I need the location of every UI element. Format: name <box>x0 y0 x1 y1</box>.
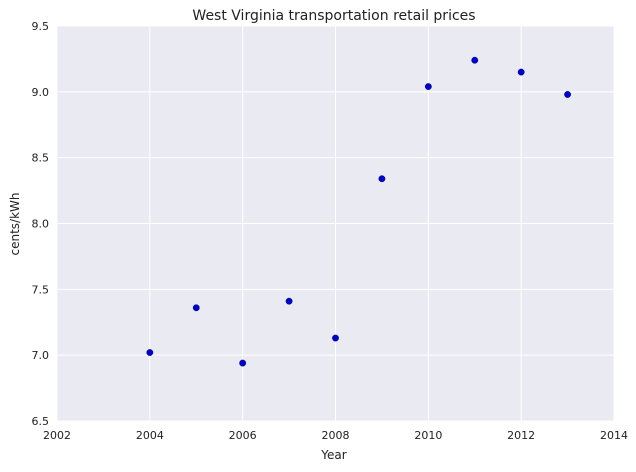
data-point <box>378 175 386 183</box>
y-tick-label: 9.0 <box>32 86 50 99</box>
data-point <box>564 91 571 98</box>
data-point <box>332 334 339 342</box>
x-tick-label: 2008 <box>322 429 350 442</box>
x-tick-label: 2006 <box>229 429 257 442</box>
y-tick-label: 7.5 <box>32 283 50 296</box>
x-axis-label: Year <box>320 448 346 462</box>
x-tick-label: 2012 <box>507 429 535 442</box>
x-tick-label: 2004 <box>136 429 164 442</box>
data-point <box>239 359 247 367</box>
y-tick-label: 9.5 <box>32 20 50 33</box>
x-tick-label: 2014 <box>600 429 628 442</box>
data-point <box>285 297 293 305</box>
y-tick-label: 8.5 <box>32 152 50 165</box>
y-tick-label: 7.0 <box>32 349 50 362</box>
x-tick-label: 2010 <box>414 429 442 442</box>
y-tick-labels: 6.5 7.0 7.5 8.0 8.5 9.0 9.5 <box>32 20 50 428</box>
y-tick-label: 8.0 <box>32 218 50 231</box>
y-tick-label: 6.5 <box>32 415 50 428</box>
x-tick-label: 2002 <box>43 429 71 442</box>
data-point <box>192 304 200 312</box>
data-points <box>146 56 571 367</box>
chart-title: West Virginia transportation retail pric… <box>192 8 475 24</box>
y-axis-label: cents/kWh <box>8 192 22 255</box>
data-point <box>517 68 525 76</box>
x-tick-labels: 2002 2004 2006 2008 2010 2012 2014 <box>43 429 628 442</box>
data-point <box>146 349 154 356</box>
data-point <box>471 56 479 64</box>
data-point <box>424 83 432 90</box>
